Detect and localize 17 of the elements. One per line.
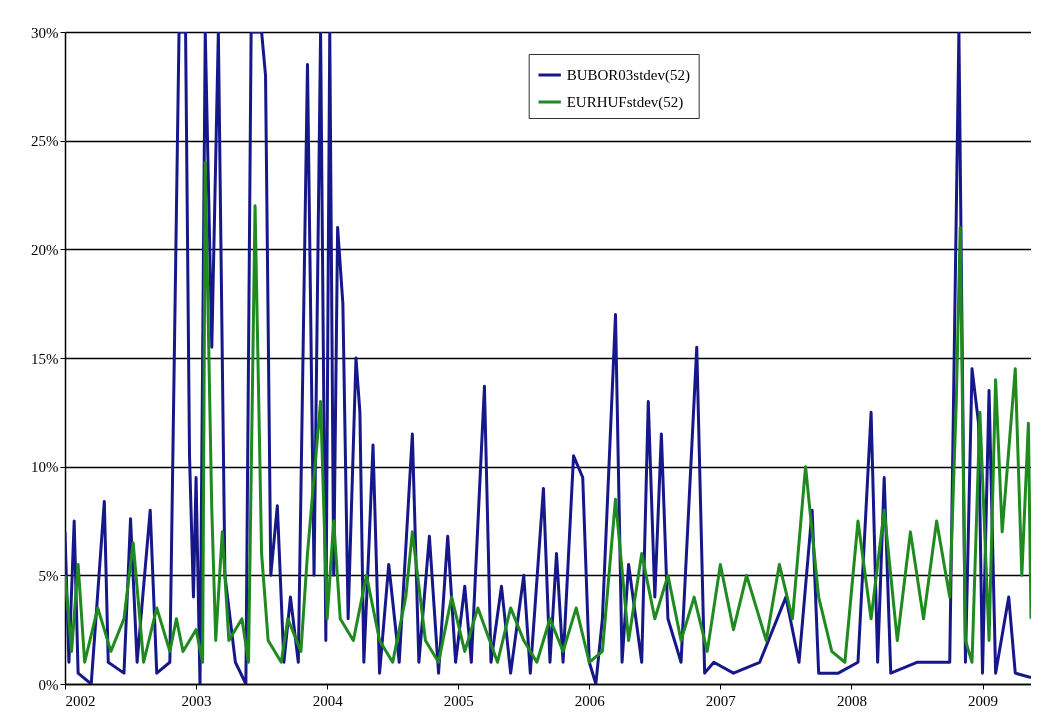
y-tick-label: 20%	[31, 241, 59, 258]
x-tick-label: 2003	[181, 692, 212, 709]
legend-label: EURHUFstdev(52)	[566, 94, 684, 111]
y-tick-label: 5%	[38, 567, 59, 584]
x-tick-label: 2007	[705, 692, 737, 709]
x-tick-label: 2004	[312, 692, 344, 709]
x-tick-label: 2008	[836, 692, 867, 709]
y-tick-label: 30%	[31, 24, 59, 41]
x-tick-label: 2009	[968, 692, 998, 709]
x-tick-label: 2006	[574, 692, 606, 709]
x-tick-label: 2005	[443, 692, 474, 709]
y-tick-label: 0%	[38, 676, 59, 693]
x-tick-label: 2002	[65, 692, 96, 709]
y-tick-label: 10%	[31, 459, 59, 476]
y-tick-label: 25%	[31, 133, 59, 150]
y-tick-label: 15%	[31, 350, 59, 367]
legend-label: BUBOR03stdev(52)	[566, 67, 691, 84]
